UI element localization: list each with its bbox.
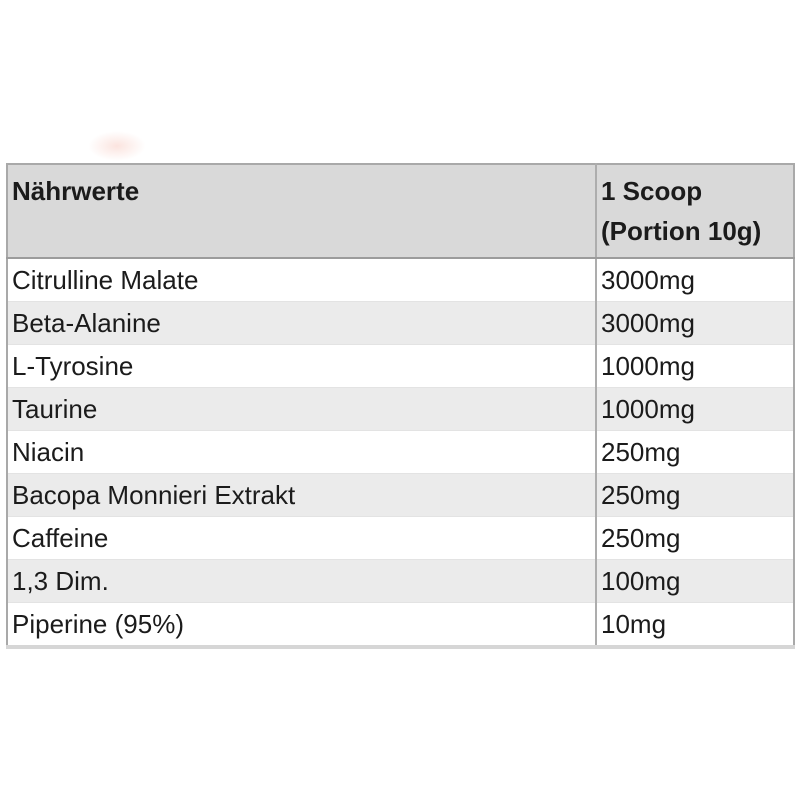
table-row: Caffeine 250mg [7, 516, 794, 560]
ingredient-name: Piperine (95%) [7, 602, 596, 647]
ingredient-name: Niacin [7, 430, 596, 474]
jpeg-artifact-smudge [88, 131, 146, 161]
ingredient-amount: 250mg [595, 430, 794, 474]
ingredient-name: 1,3 Dim. [7, 559, 596, 603]
ingredient-amount: 1000mg [595, 344, 794, 388]
serving-header-line2: (Portion 10g) [601, 216, 762, 246]
table-row: Bacopa Monnieri Extrakt 250mg [7, 473, 794, 517]
ingredient-name: L-Tyrosine [7, 344, 596, 388]
serving-header-line1: 1 Scoop [601, 176, 703, 206]
ingredient-amount: 3000mg [595, 301, 794, 345]
table-row: 1,3 Dim. 100mg [7, 559, 794, 603]
nutrition-table-header: Nährwerte 1 Scoop (Portion 10g) [7, 164, 794, 259]
ingredient-amount: 250mg [595, 516, 794, 560]
header-row: Nährwerte 1 Scoop (Portion 10g) [7, 164, 794, 259]
ingredient-amount: 250mg [595, 473, 794, 517]
header-cell-serving: 1 Scoop (Portion 10g) [595, 164, 794, 259]
ingredient-name: Citrulline Malate [7, 258, 596, 302]
table-row: Niacin 250mg [7, 430, 794, 474]
header-cell-nutrients: Nährwerte [7, 164, 596, 259]
ingredient-name: Caffeine [7, 516, 596, 560]
ingredient-amount: 10mg [595, 602, 794, 647]
table-row: Taurine 1000mg [7, 387, 794, 431]
table-row: Beta-Alanine 3000mg [7, 301, 794, 345]
table-row: L-Tyrosine 1000mg [7, 344, 794, 388]
ingredient-name: Bacopa Monnieri Extrakt [7, 473, 596, 517]
ingredient-amount: 3000mg [595, 258, 794, 302]
ingredient-amount: 1000mg [595, 387, 794, 431]
nutrients-header-label: Nährwerte [12, 176, 140, 206]
table-row: Piperine (95%) 10mg [7, 602, 794, 647]
nutrition-table-body: Citrulline Malate 3000mg Beta-Alanine 30… [7, 258, 794, 647]
ingredient-name: Beta-Alanine [7, 301, 596, 345]
ingredient-name: Taurine [7, 387, 596, 431]
ingredient-amount: 100mg [595, 559, 794, 603]
nutrition-table: Nährwerte 1 Scoop (Portion 10g) Citrulli… [6, 163, 795, 649]
table-row: Citrulline Malate 3000mg [7, 258, 794, 302]
